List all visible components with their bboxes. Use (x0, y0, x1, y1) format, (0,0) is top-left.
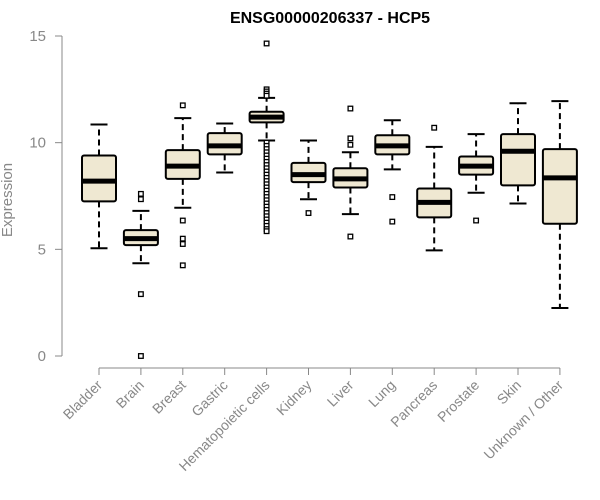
outlier-point (179, 262, 186, 269)
outlier-point (347, 141, 354, 148)
outlier-point (263, 228, 270, 235)
x-tick-label: Brain (113, 377, 147, 411)
outlier-point (389, 194, 396, 201)
box-iqr (541, 148, 578, 225)
y-tick-label: 5 (38, 241, 46, 258)
outlier-point (137, 291, 144, 298)
box-skin (500, 102, 536, 205)
outlier-point (263, 92, 270, 99)
box-iqr (500, 133, 536, 187)
box-unknown-other (541, 100, 578, 309)
x-tick-label: Breast (149, 377, 189, 417)
box-iqr (81, 154, 117, 203)
x-tick-label: Pancreas (387, 377, 440, 430)
box-brain (122, 190, 159, 359)
y-axis: 0 5 10 15 (29, 28, 63, 365)
y-axis-label: Expression (0, 163, 16, 237)
outlier-point (347, 135, 354, 142)
outlier-point (263, 40, 270, 47)
x-tick-label: Bladder (60, 377, 106, 423)
outlier-point (347, 233, 354, 240)
y-tick-label: 15 (29, 28, 46, 45)
boxes (81, 40, 578, 359)
box-bladder (81, 123, 117, 250)
box-prostate (458, 133, 495, 224)
outlier-point (179, 241, 186, 247)
box-pancreas (416, 124, 453, 252)
x-tick-label: Skin (494, 377, 525, 408)
outlier-point (179, 102, 186, 109)
outlier-point (179, 217, 186, 224)
y-tick-label: 10 (29, 135, 46, 152)
outlier-point (305, 210, 312, 217)
box-kidney (290, 139, 327, 217)
box-liver (332, 105, 369, 240)
y-tick-label: 0 (38, 348, 46, 365)
outlier-point (179, 235, 186, 242)
box-gastric (206, 122, 243, 174)
outlier-point (137, 353, 144, 359)
outlier-point (347, 105, 354, 112)
x-tick-label: Liver (324, 377, 357, 410)
outlier-point (473, 217, 480, 224)
outlier-point (137, 190, 144, 197)
box-breast (164, 102, 201, 269)
x-tick-label: Unknown / Other (480, 377, 566, 463)
box-lung (374, 119, 411, 225)
outlier-point (431, 124, 438, 131)
chart-title: ENSG00000206337 - HCP5 (230, 10, 430, 27)
x-tick-label: Prostate (434, 377, 482, 425)
outlier-point (389, 218, 396, 225)
box-hematopoietic-cells (248, 40, 285, 235)
x-tick-label: Kidney (273, 377, 315, 419)
x-tick-label: Lung (365, 377, 398, 410)
outlier-point (137, 196, 144, 203)
